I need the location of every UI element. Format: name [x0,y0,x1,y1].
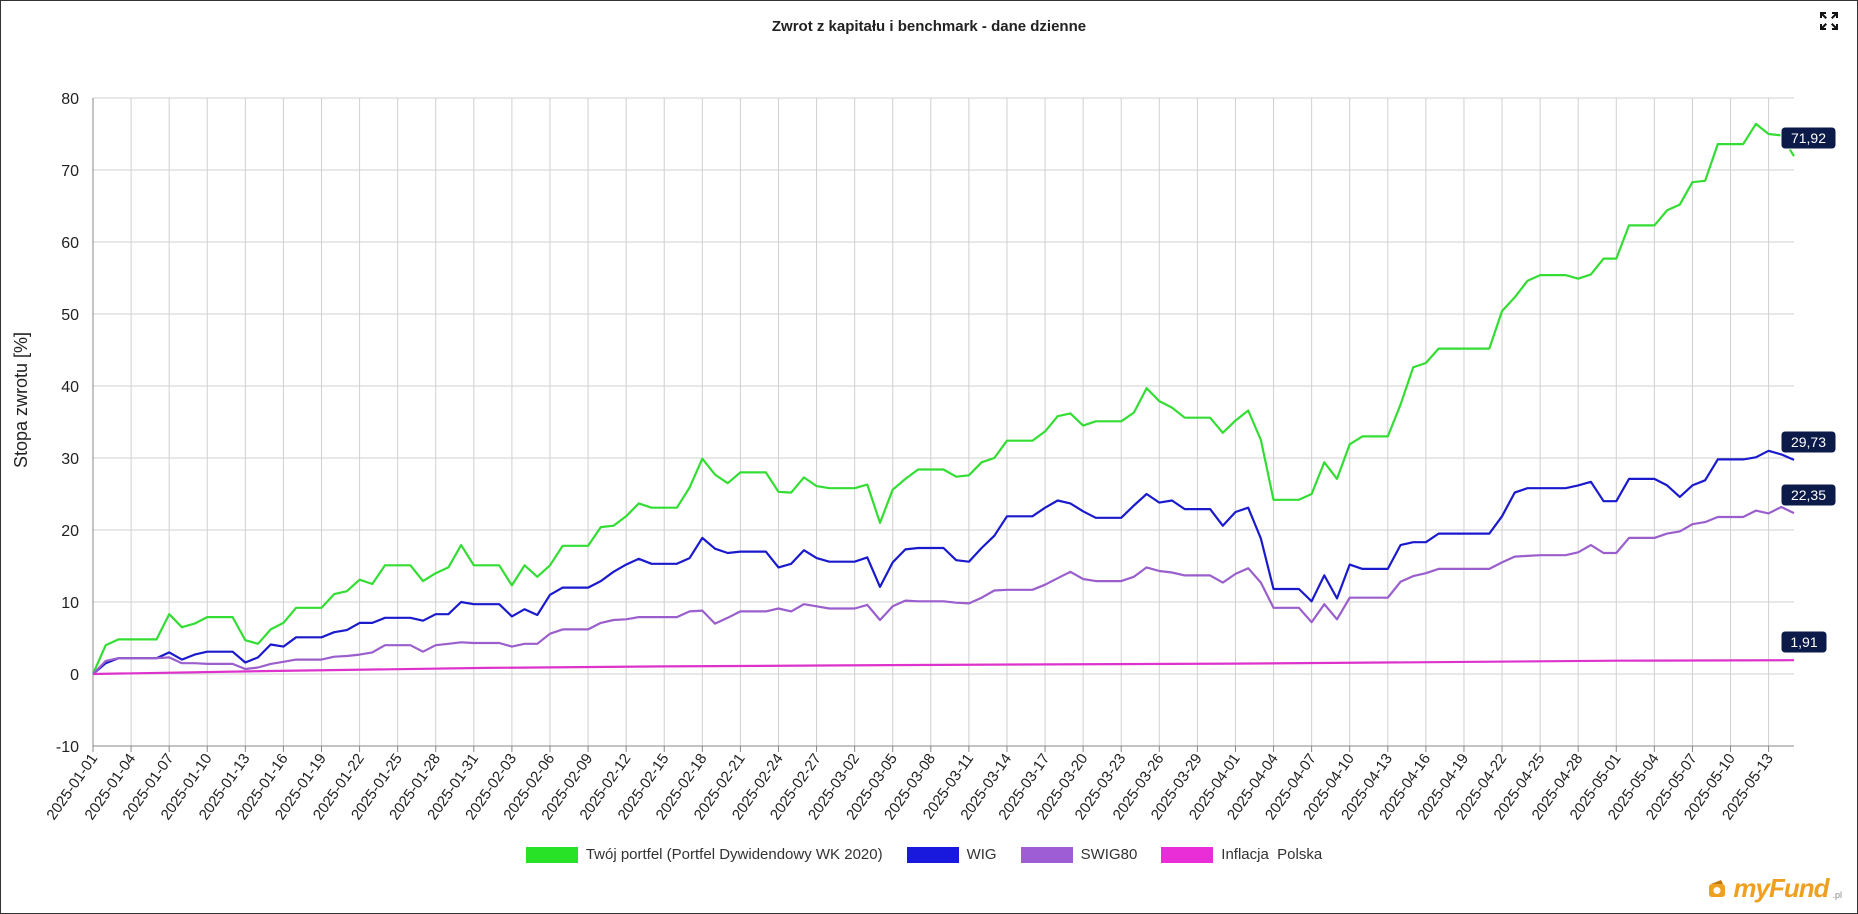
brand-logo: myFund .pl [1707,873,1842,904]
legend-label: Twój portfel (Portfel Dywidendowy WK 202… [585,846,883,863]
y-tick-label: 50 [61,307,79,324]
legend-label: WIG [966,846,997,863]
series-line-1 [92,449,1795,675]
y-tick-label: 70 [61,163,79,180]
end-value-badge [1780,126,1837,150]
legend-swatch [1020,846,1073,863]
end-value-label: 22,35 [1791,487,1826,503]
legend-swatch [525,846,578,863]
legend-swatch [1161,846,1214,863]
legend-swatch [906,846,959,863]
brand-name: myFund [1733,873,1829,903]
y-tick-label: 10 [61,595,79,612]
y-tick-label: -10 [56,739,79,756]
legend-item-0[interactable]: Twój portfel (Portfel Dywidendowy WK 202… [525,846,883,863]
legend-item-2[interactable]: SWIG80 [1020,846,1138,863]
legend-item-3[interactable]: Inflacja Polska [1161,846,1322,863]
series-line-0 [91,122,1795,675]
end-value-badge [1780,483,1837,507]
end-value-label: 71,92 [1791,130,1826,146]
y-tick-label: 20 [61,523,79,540]
y-tick-label: 60 [61,235,79,252]
legend-label: Inflacja Polska [1221,846,1323,863]
y-tick-label: 0 [70,667,79,684]
chart-title: Zwrot z kapitału i benchmark - dane dzie… [771,18,1087,35]
logo-icon [1709,879,1726,897]
y-tick-label: 30 [61,451,79,468]
end-value-labels: 71,92 29,73 22,35 1,91 [1780,126,1837,654]
legend: Twój portfel (Portfel Dywidendowy WK 202… [0,846,1858,863]
y-axis-label: Stopa zwrotu [%] [11,332,31,468]
end-value-label: 29,73 [1791,434,1826,450]
grid [92,97,1794,752]
series-lines [91,122,1795,676]
y-tick-label: 80 [61,91,79,108]
y-axis-ticks: 80 70 60 50 40 30 20 10 0 -10 [56,91,79,756]
series-line-2 [92,505,1795,675]
end-value-badge [1780,430,1837,454]
legend-label: SWIG80 [1080,846,1138,863]
expand-icon[interactable] [1818,10,1840,32]
legend-item-1[interactable]: WIG [906,846,997,863]
end-value-badge [1780,630,1828,654]
brand-suffix: .pl [1832,890,1842,900]
x-axis-ticks: 2025-01-012025-01-042025-01-072025-01-10… [43,751,1777,824]
series-line-3 [92,659,1795,676]
end-value-label: 1,91 [1790,634,1817,650]
y-tick-label: 40 [61,379,79,396]
